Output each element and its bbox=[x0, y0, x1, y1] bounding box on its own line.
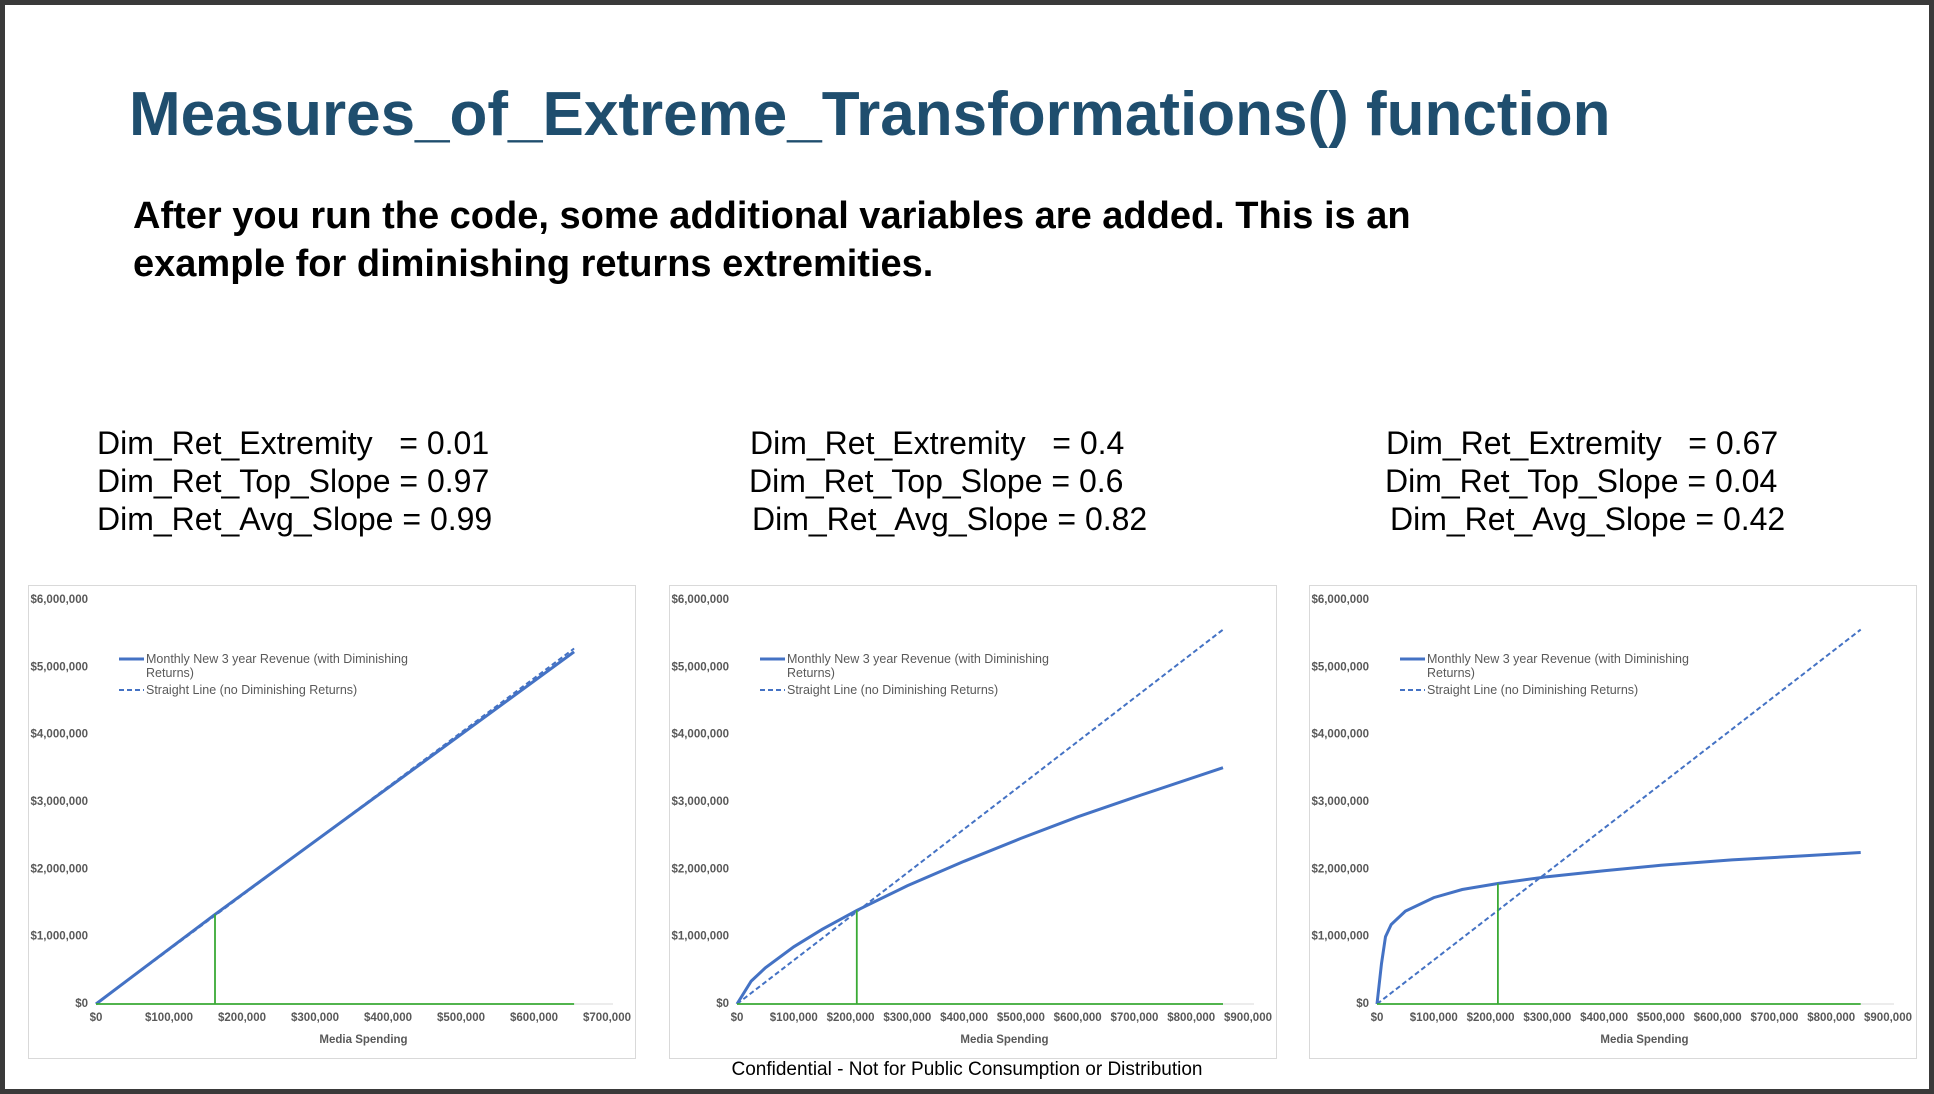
x-tick-label: $900,000 bbox=[1224, 1012, 1272, 1024]
x-tick-label: $100,000 bbox=[770, 1012, 818, 1024]
y-tick-label: $4,000,000 bbox=[1311, 729, 1369, 741]
x-tick-label: $0 bbox=[731, 1012, 744, 1024]
stat-line: Dim_Ret_Extremity = 0.67 bbox=[1386, 425, 1779, 461]
legend-swatch bbox=[119, 657, 144, 661]
x-tick-label: $900,000 bbox=[1864, 1012, 1912, 1024]
y-tick-label: $3,000,000 bbox=[671, 796, 729, 808]
y-tick-label: $5,000,000 bbox=[671, 661, 729, 673]
y-tick-label: $0 bbox=[75, 998, 88, 1010]
x-tick-label: $800,000 bbox=[1807, 1012, 1855, 1024]
stat-line: Dim_Ret_Top_Slope = 0.6 bbox=[749, 463, 1124, 499]
x-axis-title: Media Spending bbox=[319, 1034, 407, 1046]
stat-line: Dim_Ret_Top_Slope = 0.04 bbox=[1385, 463, 1778, 499]
y-tick-label: $1,000,000 bbox=[671, 931, 729, 943]
slide-title: Measures_of_Extreme_Transformations() fu… bbox=[129, 80, 1611, 149]
series-line bbox=[1376, 628, 1862, 1005]
y-tick-label: $3,000,000 bbox=[1311, 796, 1369, 808]
chart-plot: $0 $1,000,000 $2,000,000 $3,000,000 $4,000,0… bbox=[671, 594, 1272, 1046]
x-tick-label: $0 bbox=[1371, 1012, 1384, 1024]
x-tick-label: $300,000 bbox=[883, 1012, 931, 1024]
x-tick-label: $200,000 bbox=[1467, 1012, 1515, 1024]
y-tick-label: $4,000,000 bbox=[30, 729, 88, 741]
y-tick-label: $6,000,000 bbox=[30, 594, 88, 606]
legend-item: Straight Line (no Diminishing Returns) bbox=[1400, 683, 1719, 697]
y-tick-label: $2,000,000 bbox=[671, 863, 729, 875]
stat-line: Dim_Ret_Top_Slope = 0.97 bbox=[97, 463, 490, 499]
x-axis-title: Media Spending bbox=[960, 1034, 1048, 1046]
chart: $0 $1,000,000 $2,000,000 $3,000,000 $4,000,0… bbox=[1309, 585, 1917, 1059]
x-tick-label: $800,000 bbox=[1167, 1012, 1215, 1024]
chart-plot: $0 $1,000,000 $2,000,000 $3,000,000 $4,000,0… bbox=[1311, 594, 1912, 1046]
legend: Monthly New 3 year Revenue (with Diminis… bbox=[1400, 652, 1719, 700]
legend-label: Monthly New 3 year Revenue (with Diminis… bbox=[787, 652, 1049, 680]
legend-item: Straight Line (no Diminishing Returns) bbox=[760, 683, 1079, 697]
legend-label: Straight Line (no Diminishing Returns) bbox=[1427, 683, 1639, 697]
chart-plot: $0 $1,000,000 $2,000,000 $3,000,000 $4,000,0… bbox=[30, 594, 631, 1046]
legend: Monthly New 3 year Revenue (with Diminis… bbox=[119, 652, 438, 700]
legend-item: Monthly New 3 year Revenue (with Diminis… bbox=[1400, 652, 1719, 680]
series-line bbox=[736, 628, 1224, 1005]
y-tick-label: $0 bbox=[716, 998, 729, 1010]
y-tick-label: $2,000,000 bbox=[1311, 863, 1369, 875]
chart: $0 $1,000,000 $2,000,000 $3,000,000 $4,000,0… bbox=[28, 585, 636, 1059]
legend-item: Straight Line (no Diminishing Returns) bbox=[119, 683, 438, 697]
stat-line: Dim_Ret_Extremity = 0.01 bbox=[97, 425, 490, 461]
y-tick-label: $0 bbox=[1356, 998, 1369, 1010]
legend-swatch bbox=[1400, 689, 1425, 691]
series-line bbox=[1375, 851, 1861, 1005]
legend-item: Monthly New 3 year Revenue (with Diminis… bbox=[760, 652, 1079, 680]
y-tick-label: $6,000,000 bbox=[1311, 594, 1369, 606]
legend: Monthly New 3 year Revenue (with Diminis… bbox=[760, 652, 1079, 700]
x-tick-label: $500,000 bbox=[437, 1012, 485, 1024]
subtitle-line: example for diminishing returns extremit… bbox=[133, 243, 934, 285]
x-tick-label: $200,000 bbox=[218, 1012, 266, 1024]
y-tick-label: $5,000,000 bbox=[30, 661, 88, 673]
x-tick-label: $300,000 bbox=[1523, 1012, 1571, 1024]
legend-label: Straight Line (no Diminishing Returns) bbox=[787, 683, 999, 697]
legend-swatch bbox=[760, 689, 785, 691]
stat-line: Dim_Ret_Avg_Slope = 0.82 bbox=[752, 501, 1148, 537]
x-tick-label: $0 bbox=[90, 1012, 103, 1024]
legend-swatch bbox=[760, 657, 785, 661]
series-line bbox=[95, 647, 575, 1005]
x-tick-label: $600,000 bbox=[1054, 1012, 1102, 1024]
x-axis-title: Media Spending bbox=[1600, 1034, 1688, 1046]
y-tick-label: $1,000,000 bbox=[30, 931, 88, 943]
x-tick-label: $400,000 bbox=[940, 1012, 988, 1024]
y-tick-label: $1,000,000 bbox=[1311, 931, 1369, 943]
x-tick-label: $700,000 bbox=[1750, 1012, 1798, 1024]
x-tick-label: $200,000 bbox=[827, 1012, 875, 1024]
x-tick-label: $500,000 bbox=[1637, 1012, 1685, 1024]
legend-swatch bbox=[119, 689, 144, 691]
footer: Confidential - Not for Public Consumptio… bbox=[731, 1059, 1203, 1080]
legend-label: Monthly New 3 year Revenue (with Diminis… bbox=[146, 652, 408, 680]
y-tick-label: $6,000,000 bbox=[671, 594, 729, 606]
chart: $0 $1,000,000 $2,000,000 $3,000,000 $4,000,0… bbox=[669, 585, 1277, 1059]
legend-label: Monthly New 3 year Revenue (with Diminis… bbox=[1427, 652, 1689, 680]
stat-line: Dim_Ret_Avg_Slope = 0.42 bbox=[1390, 501, 1786, 537]
subtitle-line: After you run the code, some additional … bbox=[133, 195, 1411, 237]
x-tick-label: $100,000 bbox=[1410, 1012, 1458, 1024]
x-tick-label: $400,000 bbox=[1580, 1012, 1628, 1024]
stat-line: Dim_Ret_Extremity = 0.4 bbox=[750, 425, 1125, 461]
y-tick-label: $3,000,000 bbox=[30, 796, 88, 808]
x-tick-label: $700,000 bbox=[583, 1012, 631, 1024]
series-line bbox=[735, 766, 1224, 1005]
legend-swatch bbox=[1400, 657, 1425, 661]
stat-line: Dim_Ret_Avg_Slope = 0.99 bbox=[97, 501, 493, 537]
y-tick-label: $4,000,000 bbox=[671, 729, 729, 741]
legend-item: Monthly New 3 year Revenue (with Diminis… bbox=[119, 652, 438, 680]
y-tick-label: $2,000,000 bbox=[30, 863, 88, 875]
x-tick-label: $500,000 bbox=[997, 1012, 1045, 1024]
x-tick-label: $400,000 bbox=[364, 1012, 412, 1024]
x-tick-label: $600,000 bbox=[510, 1012, 558, 1024]
x-tick-label: $700,000 bbox=[1110, 1012, 1158, 1024]
x-tick-label: $600,000 bbox=[1694, 1012, 1742, 1024]
y-tick-label: $5,000,000 bbox=[1311, 661, 1369, 673]
x-tick-label: $300,000 bbox=[291, 1012, 339, 1024]
legend-label: Straight Line (no Diminishing Returns) bbox=[146, 683, 358, 697]
x-tick-label: $100,000 bbox=[145, 1012, 193, 1024]
